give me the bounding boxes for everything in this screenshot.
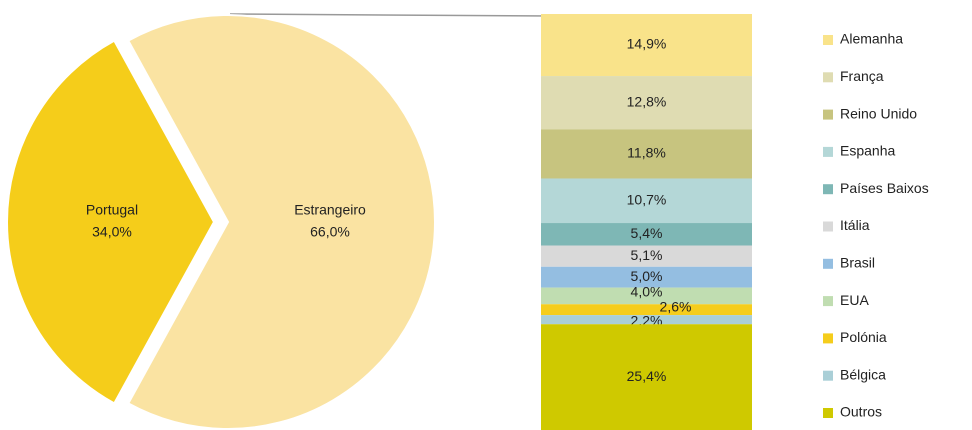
bar-segment xyxy=(541,287,752,305)
legend-swatch xyxy=(823,146,833,157)
data-label: 12,8% xyxy=(627,93,667,109)
legend-label: Países Baixos xyxy=(840,180,929,196)
data-label: 14,9% xyxy=(627,36,667,52)
legend-label: Bélgica xyxy=(840,366,886,382)
legend-label: Outros xyxy=(840,404,882,420)
legend-label: França xyxy=(840,68,884,84)
slice-value-label: 34,0% xyxy=(92,224,132,240)
bar-segment xyxy=(541,129,752,179)
data-label: 4,0% xyxy=(631,284,663,300)
legend-label: Brasil xyxy=(840,255,875,271)
legend-swatch xyxy=(823,72,833,83)
bar-segment xyxy=(541,304,752,316)
legend-label: Polónia xyxy=(840,329,887,345)
data-label: 5,1% xyxy=(631,247,663,263)
data-label: 11,8% xyxy=(627,145,666,161)
pie-slice xyxy=(126,14,437,430)
slice-label: Estrangeiro xyxy=(294,202,366,218)
legend-swatch xyxy=(823,258,833,269)
data-label: 5,0% xyxy=(631,268,663,284)
slice-label: Portugal xyxy=(86,202,138,218)
bar-segment xyxy=(541,315,752,325)
legend-swatch xyxy=(823,333,833,344)
pie-slice xyxy=(6,39,216,405)
legend-swatch xyxy=(823,35,833,45)
bar-segment xyxy=(541,14,752,77)
data-label: 25,4% xyxy=(627,368,667,384)
data-label: 2,6% xyxy=(660,298,692,314)
legend-label: Alemanha xyxy=(840,31,903,47)
legend-swatch xyxy=(823,109,833,120)
legend-label: Espanha xyxy=(840,143,895,159)
bar-segment xyxy=(541,178,752,224)
data-label: 5,4% xyxy=(631,225,663,241)
slice-value-label: 66,0% xyxy=(310,224,350,240)
data-label: 10,7% xyxy=(627,191,667,207)
legend-swatch xyxy=(823,370,833,381)
bar-segment xyxy=(541,245,752,267)
bar-segment xyxy=(541,266,752,288)
legend-swatch xyxy=(823,296,833,307)
connector-line xyxy=(229,13,553,17)
legend-swatch xyxy=(823,221,833,232)
bar-segment xyxy=(541,223,752,246)
bar-segment xyxy=(541,324,752,430)
legend-label: Itália xyxy=(840,217,870,233)
legend-label: Reino Unido xyxy=(840,105,917,121)
legend-swatch xyxy=(823,184,833,195)
bar-segment xyxy=(541,76,752,130)
legend-label: EUA xyxy=(840,292,869,308)
legend-swatch xyxy=(823,408,833,418)
